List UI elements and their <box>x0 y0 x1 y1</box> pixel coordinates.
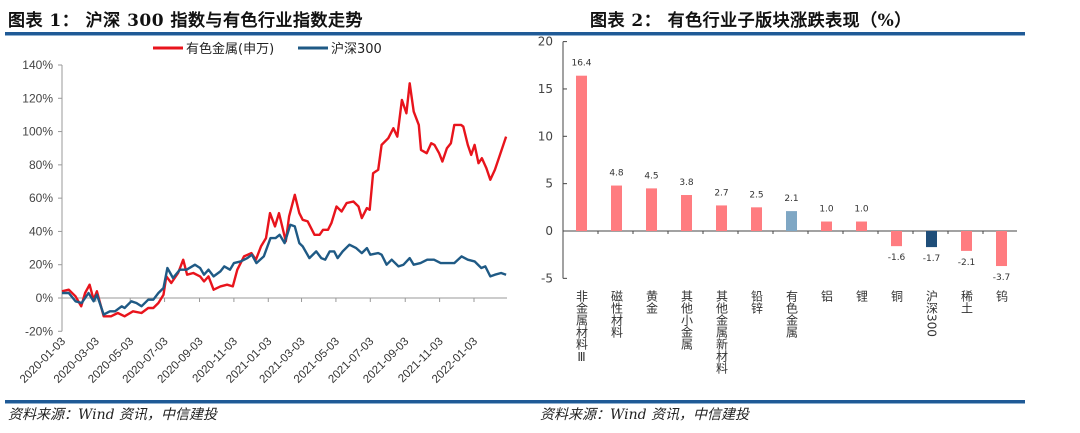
bar-category-label: 其他小金属 <box>679 290 694 350</box>
y-tick-label: 15 <box>538 82 553 96</box>
bar <box>821 221 832 231</box>
bar-category-label: 非金属材料Ⅲ <box>574 290 589 364</box>
bar-category-label: 铅锌 <box>749 290 764 314</box>
y-tick-label: -5 <box>541 271 553 285</box>
bar-data-label: -1.7 <box>923 254 941 264</box>
bar-data-label: 3.8 <box>679 178 694 188</box>
y-tick-label: 100% <box>22 125 53 139</box>
y-tick-label: 5 <box>545 177 553 191</box>
y-tick-label: 0% <box>36 291 54 305</box>
y-tick-label: 80% <box>29 158 53 172</box>
y-tick-label: 120% <box>22 91 53 105</box>
bar-chart: -5 0 5 10 15 20 16.4 4.8 4.5 3.8 2.7 2.5 2.1 1.0 1.0 -1… <box>538 35 1017 285</box>
y-tick-label: 10 <box>538 129 553 143</box>
y-tick-label: 40% <box>29 224 53 238</box>
bar <box>646 188 657 231</box>
bar-category-label: 钨 <box>994 290 1009 302</box>
left-source-note: 资料来源：Wind 资讯，中信建投 <box>8 407 218 423</box>
bar <box>751 207 762 231</box>
bar <box>681 195 692 231</box>
bar <box>996 231 1007 267</box>
bar <box>926 231 937 248</box>
header-divider <box>5 32 1025 36</box>
bar-data-label: -3.7 <box>993 273 1011 283</box>
bar-category-label: 稀土 <box>959 290 974 314</box>
bar-data-label: 16.4 <box>571 59 591 69</box>
bar-category-label: 铝 <box>819 290 834 302</box>
series-line-nonferrous <box>61 82 508 318</box>
bar <box>576 75 587 231</box>
right-chart-title: 图表 2： 有色行业子版块涨跌表现（%） <box>590 11 912 31</box>
bar-category-label: 有色金属 <box>784 290 799 338</box>
bar-data-label: 1.0 <box>854 205 869 215</box>
legend-label: 沪深300 <box>331 41 382 57</box>
legend-label: 有色金属(申万) <box>186 41 274 57</box>
bar <box>716 205 727 231</box>
bar-data-label: 2.7 <box>714 188 728 198</box>
line-chart: -20%0%20%40%60%80%100%120%140%2020-01-03… <box>18 41 508 386</box>
bar <box>786 211 797 231</box>
bar-category-label: 沪深300 <box>924 290 939 337</box>
bar-data-label: -2.1 <box>958 258 976 268</box>
bar-data-label: 2.1 <box>784 194 798 204</box>
bar-category-label: 磁性材料 <box>609 290 624 338</box>
bar <box>891 231 902 247</box>
series-line-csi300 <box>62 223 507 316</box>
bar <box>611 185 622 231</box>
y-tick-label: 60% <box>29 191 53 205</box>
y-tick-label: 20 <box>538 35 553 49</box>
y-tick-label: 0 <box>545 224 553 238</box>
bar <box>856 221 867 231</box>
bar-category-label: 其他金属新材料 <box>714 290 729 374</box>
y-tick-label: -20% <box>25 324 53 338</box>
bar-data-label: 1.0 <box>819 205 834 215</box>
bar-data-label: -1.6 <box>888 253 906 263</box>
bar-category-label: 锂 <box>854 290 869 302</box>
bar-data-label: 2.5 <box>749 190 763 200</box>
footer-divider <box>5 400 1025 404</box>
y-tick-label: 140% <box>22 58 53 72</box>
y-tick-label: 20% <box>29 258 53 272</box>
bar-data-label: 4.8 <box>609 169 624 179</box>
bar-category-label: 铜 <box>889 290 904 302</box>
left-chart-title: 图表 1： 沪深 300 指数与有色行业指数走势 <box>8 11 363 31</box>
right-source-note: 资料来源：Wind 资讯，中信建投 <box>540 407 750 423</box>
bar-category-label: 黄金 <box>644 290 659 314</box>
bar <box>961 231 972 251</box>
bar-data-label: 4.5 <box>644 171 658 181</box>
